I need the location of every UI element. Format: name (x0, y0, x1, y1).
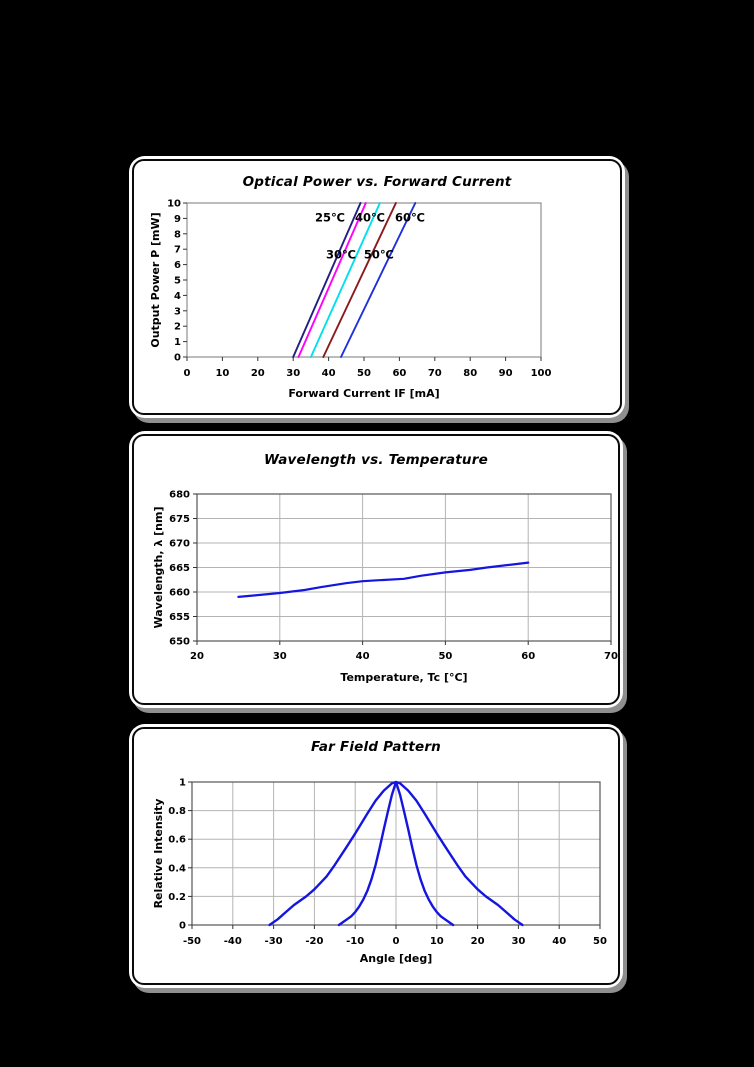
y-tick-label: 7 (174, 245, 181, 256)
x-tick-label: 20 (190, 651, 204, 662)
series-line-30C (297, 202, 367, 358)
y-tick-label: 5 (174, 276, 181, 287)
series-label: 60℃ (395, 210, 425, 224)
x-tick-label: -30 (265, 936, 283, 947)
y-tick-label: 675 (169, 514, 190, 525)
x-axis-title: Temperature, Tc [°C] (340, 671, 467, 684)
x-tick-label: 50 (357, 368, 371, 379)
x-tick-label: 10 (430, 936, 444, 947)
series-line-40C (309, 202, 381, 358)
y-tick-label: 0.2 (168, 892, 186, 903)
x-tick-label: 70 (428, 368, 442, 379)
series-line-50C (322, 202, 397, 358)
y-tick-label: 0 (179, 921, 186, 932)
panel-far-field-pattern: -50 -40 -30 -20 -10 0 10 20 30 40 50 0 0.2 0.4 0.6 0.8 1… (129, 724, 623, 988)
x-tick-label: -50 (183, 936, 201, 947)
chart-title: Optical Power vs. Forward Current (242, 174, 512, 190)
series-line-wide-beam (268, 780, 524, 927)
y-tick-label: 680 (169, 490, 190, 501)
series-label: 40℃ (355, 210, 385, 224)
x-tick-label: 90 (499, 368, 513, 379)
y-tick-label: 0.6 (168, 835, 186, 846)
x-tick-label: 0 (393, 936, 400, 947)
y-tick-label: 670 (169, 539, 190, 550)
x-tick-label: -10 (346, 936, 364, 947)
x-tick-label: 50 (438, 651, 452, 662)
x-tick-label: 30 (286, 368, 300, 379)
plot-frame (186, 202, 542, 358)
y-tick-label: 2 (174, 322, 181, 333)
y-tick-label: 1 (174, 337, 181, 348)
y-tick-label: 660 (169, 588, 190, 599)
y-tick-label: 650 (169, 637, 190, 648)
series-line-60C (340, 202, 417, 358)
x-tick-label: 70 (604, 651, 618, 662)
y-tick-label: 0.4 (168, 863, 186, 874)
x-tick-label: 60 (521, 651, 535, 662)
y-tick-label: 8 (174, 229, 181, 240)
series-line-25C (292, 202, 362, 358)
x-tick-label: 100 (531, 368, 552, 379)
y-axis-title: Output Power P [mW] (149, 212, 162, 347)
chart-title: Wavelength vs. Temperature (264, 452, 488, 468)
chart-title: Far Field Pattern (310, 739, 441, 755)
x-tick-label: 60 (392, 368, 406, 379)
y-axis-title: Relative Intensity (152, 799, 165, 909)
x-tick-label: 40 (356, 651, 370, 662)
series-line-wavelength (237, 561, 530, 598)
x-tick-label: 20 (251, 368, 265, 379)
far-field-chart-svg: -50 -40 -30 -20 -10 0 10 20 30 40 50 0 0.2 0.4 0.6 0.8 1… (152, 778, 607, 966)
series-label: 50℃ (364, 247, 394, 261)
li-curve-chart-svg: 0 10 20 30 40 50 60 70 80 90 100 0 1 2 3 4 5 6 7 8 9 10 25℃ 40℃… (149, 199, 552, 401)
panel-wavelength-vs-temperature: 20 30 40 50 60 70 650 655 660 665 670 675 680 Tempera… (129, 431, 623, 708)
series-label: 25℃ (315, 210, 345, 224)
x-tick-label: 20 (471, 936, 485, 947)
x-tick-label: 10 (215, 368, 229, 379)
x-tick-label: -40 (224, 936, 242, 947)
y-tick-label: 655 (169, 612, 190, 623)
panel-optical-power-vs-forward-current: 0 10 20 30 40 50 60 70 80 90 100 0 1 2 3 4 5 6 7 8 9 10 25℃ 40℃… (129, 156, 625, 418)
y-tick-label: 1 (179, 778, 186, 789)
wavelength-chart-svg: 20 30 40 50 60 70 650 655 660 665 670 675 680 Tempera… (152, 490, 618, 685)
y-tick-label: 6 (174, 260, 181, 271)
x-tick-label: -20 (305, 936, 323, 947)
y-tick-label: 665 (169, 563, 190, 574)
x-tick-label: 0 (184, 368, 191, 379)
x-tick-label: 30 (273, 651, 287, 662)
y-tick-label: 0.8 (168, 806, 186, 817)
y-tick-label: 3 (174, 306, 181, 317)
series-label: 30℃ (326, 247, 356, 261)
x-tick-label: 80 (463, 368, 477, 379)
x-tick-label: 40 (322, 368, 336, 379)
x-tick-label: 50 (593, 936, 607, 947)
y-tick-label: 10 (167, 199, 181, 210)
x-tick-label: 40 (552, 936, 566, 947)
x-axis-title: Forward Current IF [mA] (288, 387, 439, 400)
y-tick-label: 4 (174, 291, 181, 302)
y-tick-label: 9 (174, 214, 181, 225)
x-tick-label: 30 (511, 936, 525, 947)
y-tick-label: 0 (174, 353, 181, 364)
x-axis-title: Angle [deg] (360, 952, 433, 965)
y-axis-title: Wavelength, λ [nm] (152, 507, 165, 629)
